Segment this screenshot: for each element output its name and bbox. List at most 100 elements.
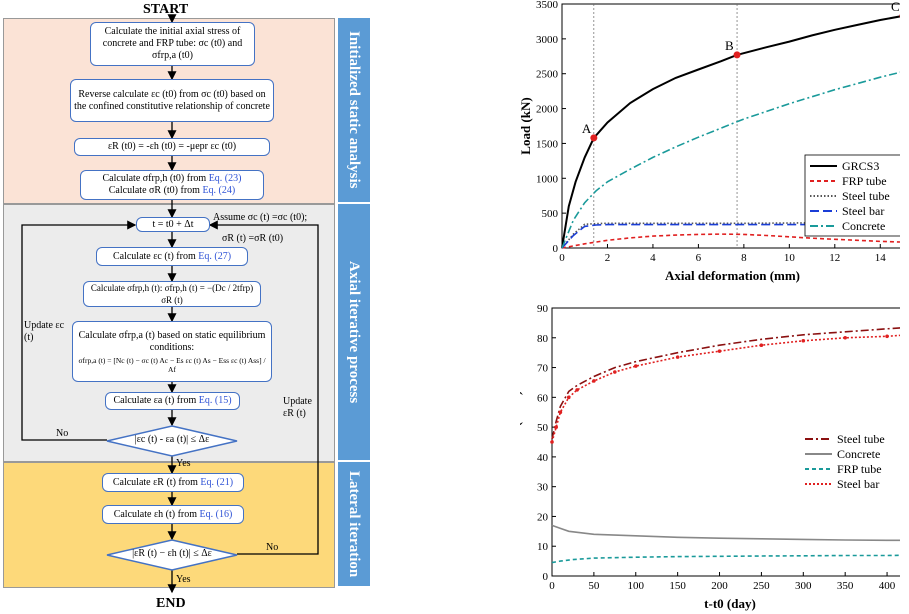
load-chart-x-tick-label: 2 bbox=[605, 252, 611, 264]
eq23-link[interactable]: Eq. (23) bbox=[208, 173, 242, 184]
stress-chart-y-tick-label: 80 bbox=[537, 333, 549, 345]
stress-chart-steel-bar-point bbox=[613, 370, 617, 374]
load-chart-marker-label: B bbox=[725, 38, 734, 53]
stress-chart-x-axis-label: t-t0 (day) bbox=[704, 596, 756, 611]
load-chart-legend-label: GRCS3 bbox=[842, 159, 879, 173]
box-calc-hoop-stress: Calculate σfrp,h (t): σfrp,h (t) = −(Dc … bbox=[83, 281, 261, 307]
box-calc-hoop-strain-line: Calculate εh (t) from Eq. (16) bbox=[114, 509, 233, 521]
load-chart-x-tick-label: 6 bbox=[696, 252, 702, 264]
box-calc-concrete-strain-text: Calculate εc (t) from bbox=[112, 250, 199, 262]
stress-chart-legend-label: Steel tube bbox=[837, 432, 885, 446]
stress-chart-legend-label: FRP tube bbox=[837, 462, 882, 476]
label-update-right: Update εR (t) bbox=[283, 396, 312, 419]
box-initial-strain: εR (t0) = -εh (t0) = -μepr εc (t0) bbox=[74, 138, 270, 156]
stress-chart-y-tick-label: 50 bbox=[537, 422, 549, 434]
sidebar-axial-label: Axial iterative process bbox=[346, 260, 362, 404]
stress-chart-x-tick-label: 300 bbox=[795, 580, 812, 592]
box-reverse-calculate: Reverse calculate εc (t0) from σc (t0) b… bbox=[70, 79, 274, 122]
stress-chart-steel-bar-point bbox=[633, 364, 638, 368]
stress-chart-y-tick-label: 90 bbox=[537, 304, 549, 315]
stress-chart-y-axis-label: Axial stress (MPa) bbox=[520, 391, 523, 493]
load-chart-x-tick-label: 4 bbox=[650, 252, 656, 264]
load-chart-series-frp-tube bbox=[561, 233, 900, 249]
box-static-equilibrium: Calculate σfrp,a (t) based on static equ… bbox=[72, 321, 272, 382]
stress-chart-y-tick-label: 0 bbox=[543, 571, 549, 583]
box-hoop-line2: Calculate σR (t0) from Eq. (24) bbox=[109, 185, 235, 197]
stress-chart-x-tick-label: 350 bbox=[837, 580, 854, 592]
box-calc-axial-strain-text: Calculate εa (t) from bbox=[113, 395, 199, 406]
box-reverse-calculate-text: Reverse calculate εc (t0) from σc (t0) b… bbox=[74, 88, 270, 112]
eq15-link[interactable]: Eq. (15) bbox=[198, 395, 232, 406]
load-chart-legend-label: Steel tube bbox=[842, 189, 890, 203]
load-chart-marker-label: A bbox=[582, 121, 592, 136]
stress-chart-steel-bar-point bbox=[675, 355, 680, 359]
load-chart-x-tick-label: 14 bbox=[875, 252, 887, 264]
box-initial-hoop-stress: Calculate σfrp,h (t0) from Eq. (23) Calc… bbox=[80, 170, 264, 200]
box-initial-axial-stress-text: Calculate the initial axial stress of co… bbox=[102, 26, 243, 61]
box-calc-axial-strain-line: Calculate εa (t) from Eq. (15) bbox=[113, 395, 231, 407]
box-calc-axial-strain: Calculate εa (t) from Eq. (15) bbox=[105, 392, 240, 410]
load-chart-x-axis-label: Axial deformation (mm) bbox=[665, 268, 800, 283]
load-chart-legend-label: Concrete bbox=[842, 219, 885, 233]
stress-chart-series-frp-tube bbox=[551, 554, 900, 564]
eq24-link[interactable]: Eq. (24) bbox=[202, 185, 236, 196]
start-label: START bbox=[143, 2, 189, 17]
box-calc-radial-strain-line: Calculate εR (t) from Eq. (21) bbox=[113, 477, 233, 489]
load-chart-legend-label: Steel bar bbox=[842, 204, 884, 218]
flowchart-connectors bbox=[21, 14, 319, 594]
load-chart-y-tick-label: 0 bbox=[553, 243, 559, 255]
load-chart-y-axis-label: Load (kN) bbox=[520, 97, 533, 154]
box-calc-hoop-strain: Calculate εh (t) from Eq. (16) bbox=[102, 505, 244, 524]
label-yes-1: Yes bbox=[176, 458, 191, 469]
sidebar-axial-iterative: Axial iterative process bbox=[338, 204, 370, 460]
load-chart-marker-label: C bbox=[891, 0, 900, 14]
load-chart-series-grcs3 bbox=[561, 15, 900, 249]
eq27-link[interactable]: Eq. (27) bbox=[198, 250, 232, 262]
load-chart-plot-frame bbox=[561, 3, 900, 249]
stress-chart-y-tick-label: 60 bbox=[537, 392, 549, 404]
load-chart-legend-label: FRP tube bbox=[842, 174, 887, 188]
sidebar-lateral-iteration: Lateral iteration bbox=[338, 462, 370, 586]
stress-chart-steel-bar-point bbox=[759, 343, 764, 348]
load-chart-x-tick-label: 10 bbox=[784, 252, 796, 264]
load-chart-x-tick-label: 12 bbox=[829, 252, 840, 264]
box-calc-hoop-strain-text: Calculate εh (t) from bbox=[113, 508, 200, 520]
stress-chart-steel-bar-point bbox=[558, 410, 563, 415]
load-chart-y-tick-label: 1500 bbox=[536, 138, 559, 150]
load-chart-series-concrete bbox=[561, 71, 900, 249]
box-static-equilibrium-text: Calculate σfrp,a (t) based on static equ… bbox=[78, 329, 266, 353]
load-chart-x-tick-label: 8 bbox=[741, 252, 747, 264]
stress-chart-legend-label: Steel bar bbox=[837, 477, 879, 491]
stress-chart-x-tick-label: 50 bbox=[588, 580, 600, 592]
eq16-link[interactable]: Eq. (16) bbox=[199, 508, 233, 520]
note-assume-2: σR (t) =σR (t0) bbox=[222, 233, 284, 244]
stress-chart-steel-bar-point bbox=[550, 440, 554, 444]
stress-chart-steel-bar-point bbox=[592, 379, 596, 383]
load-chart-y-tick-label: 2000 bbox=[536, 104, 559, 116]
stress-chart-series-concrete bbox=[551, 524, 900, 542]
box-hoop-line1-text: Calculate σfrp,h (t0) from bbox=[102, 173, 209, 184]
decision-axial-shape bbox=[106, 425, 238, 457]
load-chart-y-tick-label: 3500 bbox=[536, 0, 559, 11]
load-chart-x-tick-label: 0 bbox=[559, 252, 565, 264]
load-deformation-chart: 0 2 4 6 8 10 12 14 0 500 1000 1500 2000 2500 3000 3500 A… bbox=[520, 0, 900, 283]
load-chart-marker-point bbox=[733, 51, 741, 59]
stress-chart-legend-label: Concrete bbox=[837, 447, 880, 461]
box-hoop-line1: Calculate σfrp,h (t0) from Eq. (23) bbox=[103, 173, 242, 185]
box-hoop-line2-text: Calculate σR (t0) from bbox=[108, 185, 203, 196]
stress-chart-steel-bar-point bbox=[554, 425, 558, 429]
sidebar-static-label: Initialized static analysis bbox=[346, 31, 362, 189]
eq21-link[interactable]: Eq. (21) bbox=[200, 476, 234, 488]
stress-chart-y-tick-label: 10 bbox=[537, 541, 549, 553]
stress-chart-x-tick-label: 100 bbox=[628, 580, 645, 592]
load-chart-y-tick-label: 2500 bbox=[536, 69, 559, 81]
end-label: END bbox=[156, 596, 186, 611]
box-initial-strain-text: εR (t0) = -εh (t0) = -μepr εc (t0) bbox=[107, 141, 237, 152]
stress-chart-x-tick-label: 250 bbox=[753, 580, 770, 592]
stress-chart-steel-bar-point bbox=[717, 349, 722, 353]
box-time-step: t = t0 + Δt bbox=[136, 217, 210, 232]
stress-chart-steel-bar-point bbox=[566, 395, 571, 400]
box-calc-radial-strain: Calculate εR (t) from Eq. (21) bbox=[102, 473, 244, 492]
load-chart-y-tick-label: 500 bbox=[542, 208, 559, 220]
label-yes-2: Yes bbox=[176, 574, 191, 585]
